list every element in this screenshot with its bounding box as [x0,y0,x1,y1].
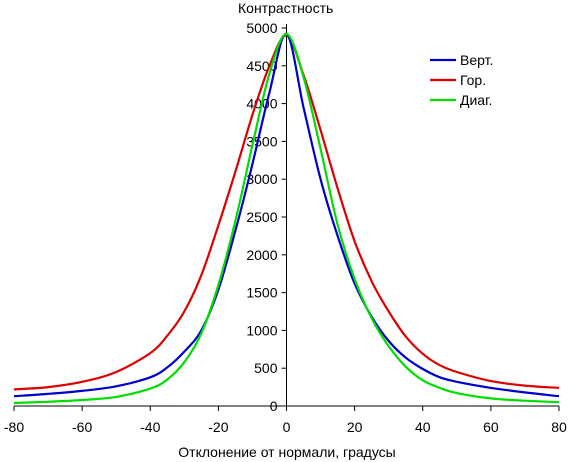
x-tick-label: 80 [551,419,567,435]
y-tick-label: 5000 [246,20,277,36]
series-line-0 [13,32,560,398]
y-tick-label: 2000 [246,247,277,263]
x-tick-label: -40 [140,419,160,435]
y-tick-label: 2500 [246,209,277,225]
legend-label: Гор. [460,72,486,88]
series-lines [13,32,560,405]
x-tick-label: -80 [4,419,24,435]
legend-label: Диаг. [460,92,492,108]
x-tick-label: 60 [483,419,499,435]
legend-label: Верт. [460,52,493,68]
y-tick-label: 500 [254,360,278,376]
x-tick-label: 40 [415,419,431,435]
y-tick-label: 3000 [246,171,277,187]
series-line-2 [13,32,560,405]
y-tick-label: 0 [270,398,278,414]
x-axis-title: Отклонение от нормали, градусы [178,444,395,460]
y-axis-title: Контрастность [238,0,333,16]
y-tick-label: 1500 [246,285,277,301]
x-tick-label: 20 [347,419,363,435]
y-tick-label: 1000 [246,322,277,338]
x-tick-label: -60 [72,419,92,435]
x-tick-label: 0 [283,419,291,435]
x-tick-label: -20 [208,419,228,435]
legend: Верт. Гор. Диаг. [430,52,493,108]
